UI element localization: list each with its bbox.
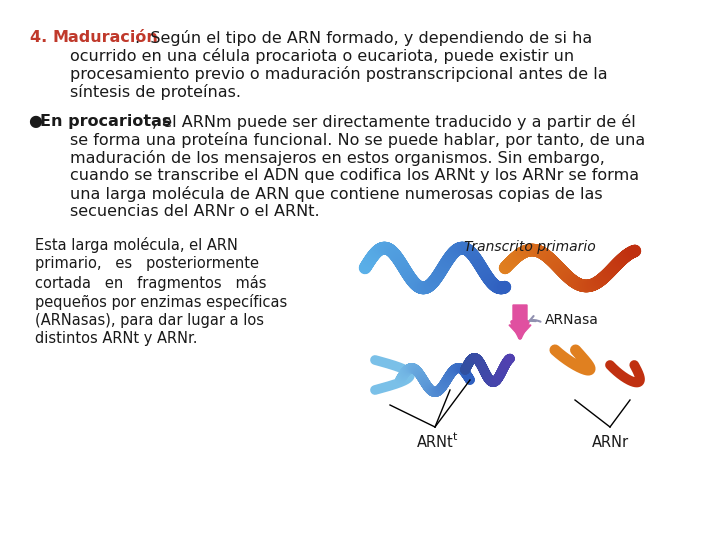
Text: ●: ● — [28, 114, 42, 129]
Text: secuencias del ARNr o el ARNt.: secuencias del ARNr o el ARNt. — [70, 204, 320, 219]
Text: primario,   es   posteriormente: primario, es posteriormente — [35, 256, 259, 271]
Text: se forma una proteína funcional. No se puede hablar, por tanto, de una: se forma una proteína funcional. No se p… — [70, 132, 645, 148]
Text: (ARNasas), para dar lugar a los: (ARNasas), para dar lugar a los — [35, 313, 264, 328]
Text: cortada   en   fragmentos   más: cortada en fragmentos más — [35, 275, 266, 291]
Text: .  Según el tipo de ARN formado, y dependiendo de si ha: . Según el tipo de ARN formado, y depend… — [135, 30, 593, 46]
Text: ocurrido en una célula procariota o eucariota, puede existir un: ocurrido en una célula procariota o euca… — [70, 48, 574, 64]
Text: una larga molécula de ARN que contiene numerosas copias de las: una larga molécula de ARN que contiene n… — [70, 186, 603, 202]
Text: Esta larga molécula, el ARN: Esta larga molécula, el ARN — [35, 237, 238, 253]
Text: cuando se transcribe el ADN que codifica los ARNt y los ARNr se forma: cuando se transcribe el ADN que codifica… — [70, 168, 639, 183]
Text: , el ARNm puede ser directamente traducido y a partir de él: , el ARNm puede ser directamente traduci… — [152, 114, 636, 130]
Text: ARNasa: ARNasa — [545, 313, 599, 327]
Text: t: t — [453, 432, 457, 442]
FancyArrow shape — [509, 305, 531, 337]
Text: 4.: 4. — [30, 30, 53, 45]
Text: ARNt: ARNt — [417, 435, 454, 450]
Text: Maduración: Maduración — [52, 30, 158, 45]
Text: En procariotas: En procariotas — [40, 114, 171, 129]
Text: síntesis de proteínas.: síntesis de proteínas. — [70, 84, 241, 100]
Text: pequeños por enzimas específicas: pequeños por enzimas específicas — [35, 294, 287, 310]
Text: procesamiento previo o maduración postranscripcional antes de la: procesamiento previo o maduración postra… — [70, 66, 608, 82]
Text: distintos ARNt y ARNr.: distintos ARNt y ARNr. — [35, 332, 197, 347]
Text: maduración de los mensajeros en estos organismos. Sin embargo,: maduración de los mensajeros en estos or… — [70, 150, 605, 166]
Text: ARNr: ARNr — [591, 435, 629, 450]
Text: Transcrito primario: Transcrito primario — [464, 240, 596, 254]
